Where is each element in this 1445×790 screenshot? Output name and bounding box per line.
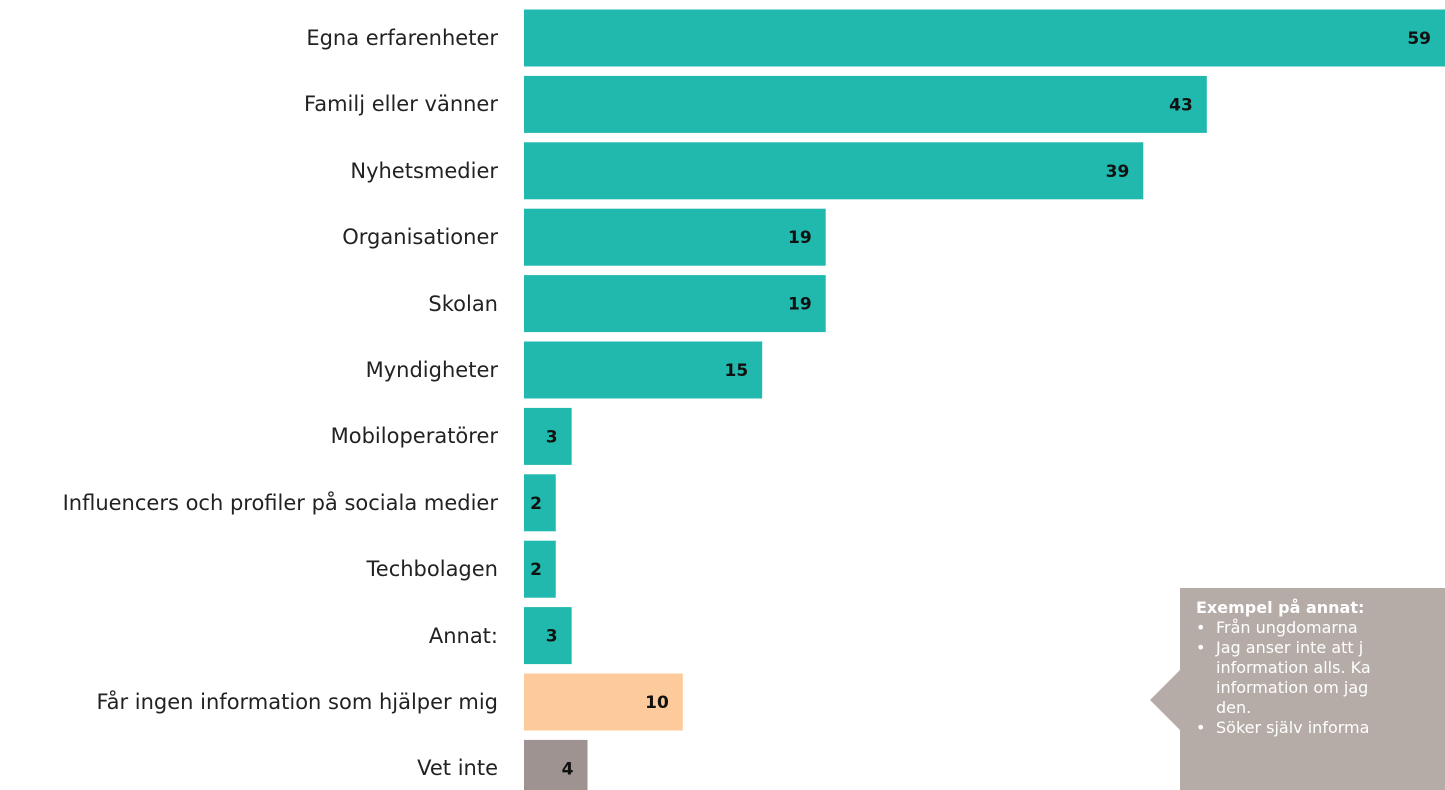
category-label: Mobiloperatörer — [330, 424, 498, 449]
value-label: 4 — [562, 759, 574, 779]
bar — [524, 540, 556, 598]
value-label: 10 — [645, 693, 669, 713]
value-label: 59 — [1407, 29, 1431, 49]
category-label: Familj eller vänner — [304, 92, 498, 117]
bar — [524, 673, 683, 731]
value-label: 3 — [546, 627, 558, 647]
bar — [524, 407, 572, 465]
bar — [524, 142, 1144, 200]
bar — [524, 341, 763, 399]
annotation-line: Jag anser inte att j — [1196, 638, 1445, 658]
category-label: Nyhetsmedier — [350, 158, 498, 183]
category-label: Skolan — [428, 291, 498, 316]
annotation-line: information alls. Ka — [1216, 658, 1371, 677]
annotation-line: information om jag — [1216, 678, 1369, 697]
value-label: 15 — [725, 361, 749, 381]
annotation-line: Från ungdomarna — [1196, 618, 1445, 638]
category-label: Egna erfarenheter — [306, 26, 498, 50]
annotation-line: den. — [1216, 698, 1252, 717]
bar — [524, 9, 1445, 67]
value-label: 2 — [530, 560, 542, 580]
value-label: 3 — [546, 427, 558, 447]
bar — [524, 474, 556, 532]
value-label: 19 — [788, 228, 812, 248]
annotation: Exempel på annat: Från ungdomarnaJag ans… — [1180, 588, 1445, 790]
bar — [524, 275, 826, 333]
bar — [524, 607, 572, 665]
bar — [524, 208, 826, 266]
value-label: 39 — [1106, 162, 1130, 182]
bar — [524, 75, 1207, 133]
category-label: Techbolagen — [366, 557, 498, 582]
value-label: 19 — [788, 295, 812, 315]
category-label: Myndigheter — [365, 358, 498, 382]
value-label: 2 — [530, 494, 542, 514]
annotation-title: Exempel på annat: — [1196, 598, 1365, 617]
category-label: Influencers och profiler på sociala medi… — [62, 490, 498, 515]
category-label: Annat: — [428, 623, 498, 648]
category-label: Får ingen information som hjälper mig — [96, 690, 498, 714]
annotation-line: Söker själv informa — [1196, 718, 1445, 738]
category-label: Organisationer — [342, 225, 498, 250]
note-pointer — [1150, 668, 1182, 732]
value-label: 43 — [1169, 95, 1193, 115]
category-label: Vet inte — [417, 756, 498, 781]
bar — [524, 739, 588, 790]
